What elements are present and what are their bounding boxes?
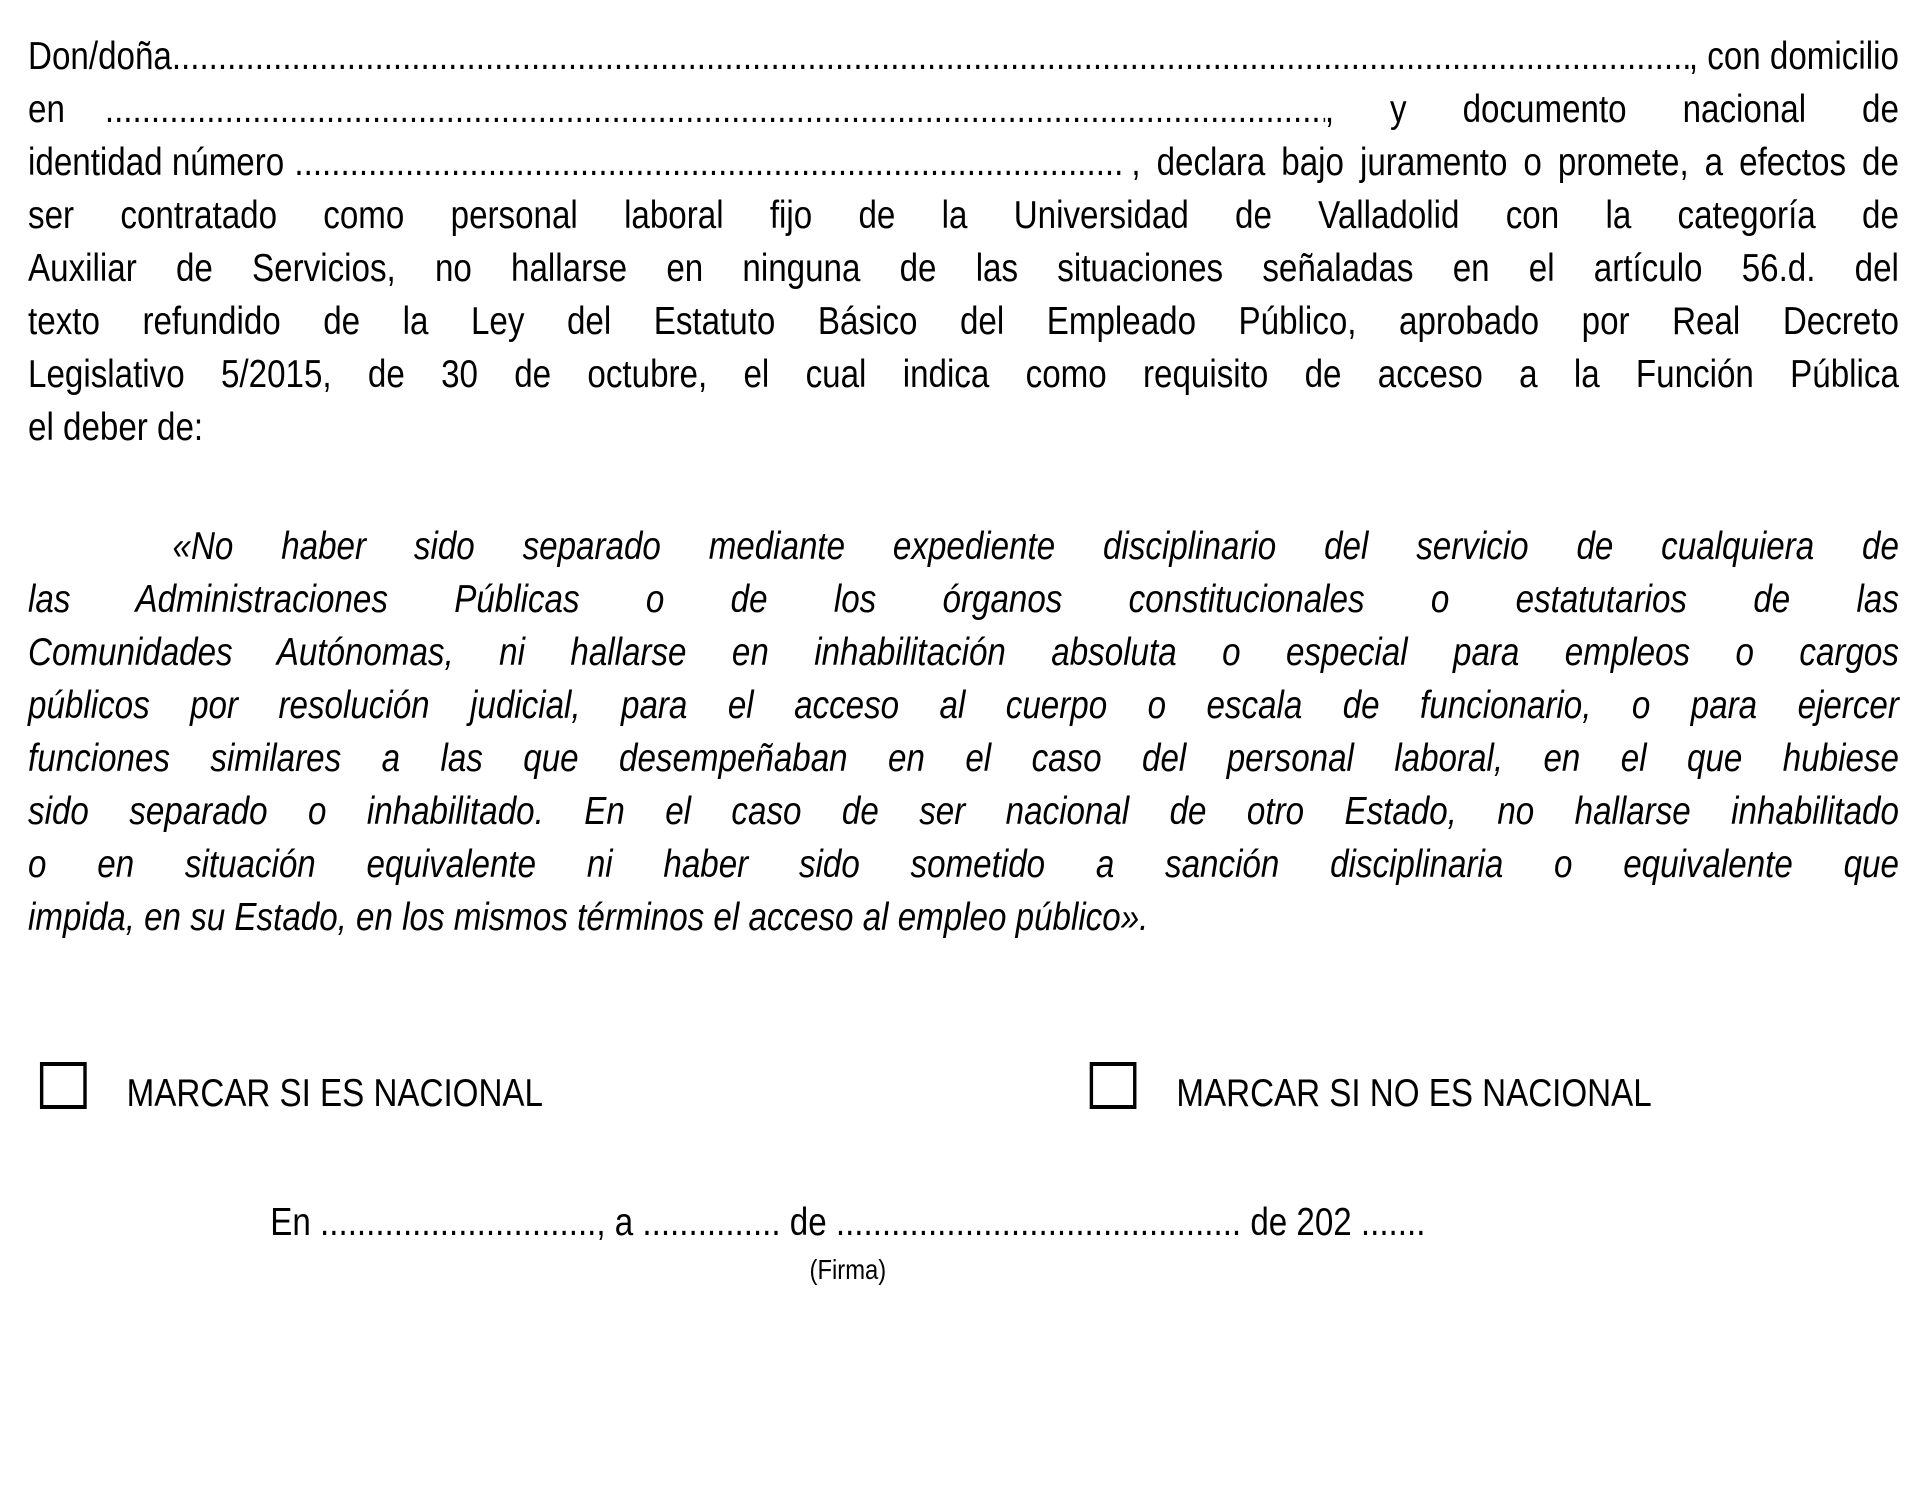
name-blank-dots: ........................................… — [171, 35, 1689, 78]
text-line: «No haber sido separado mediante expedie… — [172, 525, 1899, 568]
name-line-suffix: , con domicilio — [1688, 35, 1899, 78]
text-line: Comunidades Autónomas, ni hallarse en in… — [28, 631, 1899, 674]
dni-label: identidad número — [28, 141, 285, 184]
date-signature-block: En .............................., a ...… — [270, 1196, 1425, 1288]
dni-line-suffix: , declara bajo juramento o promete, a ef… — [1131, 141, 1899, 184]
not-national-checkbox-group: MARCAR SI NO ES NACIONAL — [1089, 1062, 1652, 1115]
national-checkbox[interactable] — [39, 1062, 87, 1109]
national-checkbox-label: MARCAR SI ES NACIONAL — [126, 1072, 543, 1115]
not-national-checkbox[interactable] — [1089, 1062, 1137, 1109]
date-fill-in-line: En .............................., a ...… — [270, 1201, 1426, 1244]
address-line: en .....................................… — [28, 83, 1899, 136]
text-line: públicos por resolución judicial, para e… — [28, 684, 1899, 727]
signature-label: (Firma) — [809, 1254, 887, 1285]
text-line: el deber de: — [28, 406, 204, 449]
document-page: Don/doña ...............................… — [28, 30, 1899, 1288]
national-checkbox-group: MARCAR SI ES NACIONAL — [39, 1062, 543, 1115]
address-blank-dots: ........................................… — [104, 88, 1325, 131]
not-national-checkbox-label: MARCAR SI NO ES NACIONAL — [1176, 1072, 1652, 1115]
dni-line: identidad número .......................… — [28, 136, 1899, 189]
name-label: Don/doña — [28, 35, 172, 78]
text-line: sido separado o inhabilitado. En el caso… — [28, 790, 1899, 833]
nationality-checkbox-row: MARCAR SI ES NACIONAL MARCAR SI NO ES NA… — [28, 1062, 1899, 1113]
text-line: o en situación equivalente ni haber sido… — [28, 843, 1899, 886]
text-line: las Administraciones Públicas o de los ó… — [28, 578, 1899, 621]
text-line: Legislativo 5/2015, de 30 de octubre, el… — [28, 353, 1899, 396]
address-label: en — [28, 88, 65, 131]
legal-quote-paragraph: «No haber sido separado mediante expedie… — [28, 520, 1899, 944]
declaration-body-lines: ser contratado como personal laboral fij… — [28, 189, 1899, 454]
name-line: Don/doña ...............................… — [28, 30, 1899, 83]
text-line: texto refundido de la Ley del Estatuto B… — [28, 300, 1899, 343]
text-line: impida, en su Estado, en los mismos térm… — [28, 896, 1149, 939]
declaration-paragraph: Don/doña ...............................… — [28, 30, 1899, 454]
text-line: Auxiliar de Servicios, no hallarse en ni… — [28, 247, 1899, 290]
text-line: ser contratado como personal laboral fij… — [28, 194, 1899, 237]
address-line-suffix: , y documento nacional de — [1324, 88, 1899, 131]
text-line: funciones similares a las que desempeñab… — [28, 737, 1899, 780]
dni-blank-dots: ........................................… — [294, 141, 1124, 184]
